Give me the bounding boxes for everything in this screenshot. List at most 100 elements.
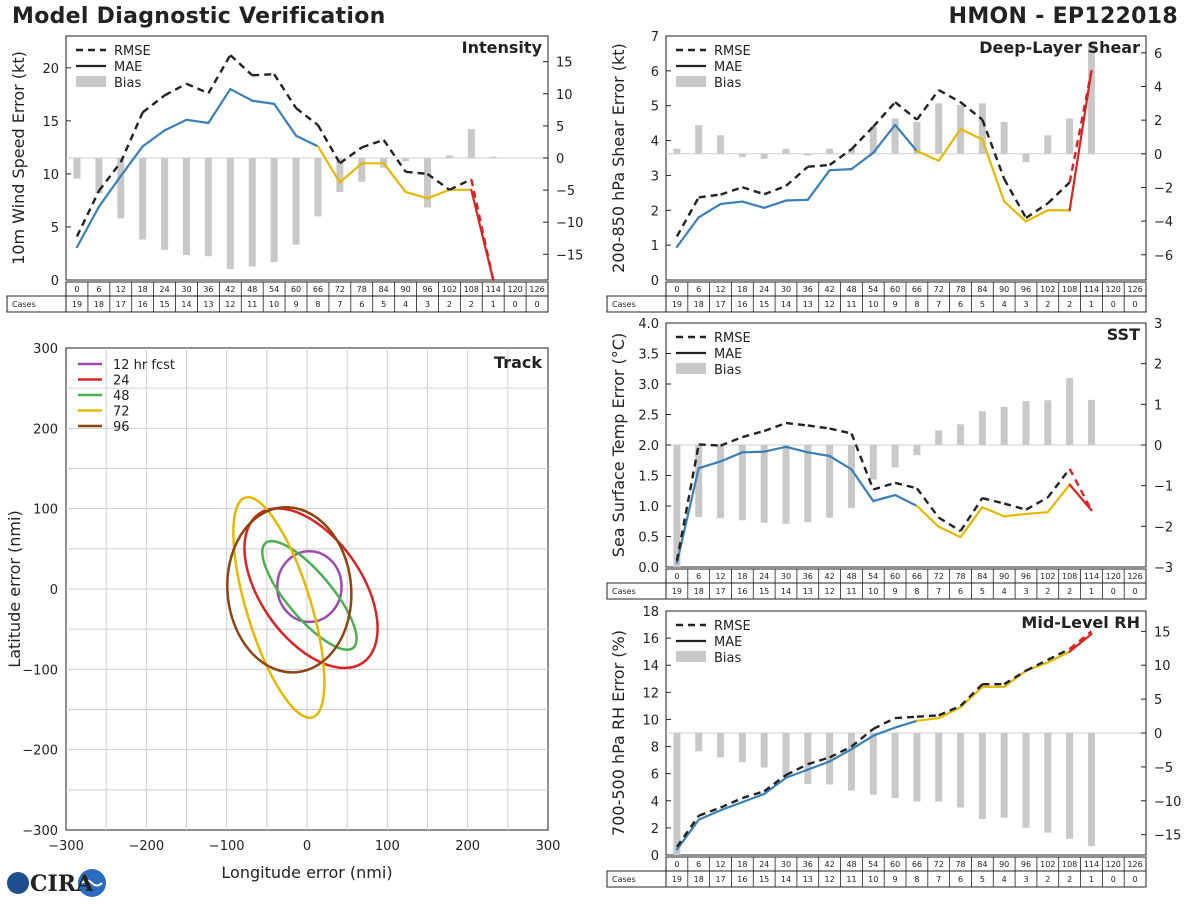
intensity-hour-label: 126	[529, 285, 544, 294]
sst-case-count: 2	[1067, 587, 1072, 596]
sst-bias-bar	[1044, 400, 1052, 445]
sst-ytick-label: 3.5	[638, 348, 659, 363]
rh-mae-segment	[937, 706, 962, 720]
rh-bias-bar	[978, 733, 986, 820]
intensity-mae-segment	[273, 102, 298, 137]
sst-case-count: 0	[1111, 587, 1116, 596]
track-ytick-label: −200	[22, 744, 58, 759]
shear-hour-label: 54	[868, 285, 878, 294]
sst-mae-segment	[806, 451, 831, 458]
rh-rmse-segment	[785, 763, 809, 777]
sst-ytick-label: 0.0	[638, 561, 659, 576]
shear-cases-label-box	[606, 295, 667, 313]
shear-bias-bar	[1044, 135, 1052, 154]
rh-bias-bar	[1087, 733, 1095, 847]
track-xtick-label: 300	[536, 839, 561, 854]
shear-hour-label: 18	[737, 285, 747, 294]
sst-ytick-label: 4.0	[638, 317, 659, 332]
intensity-case-count: 0	[534, 300, 539, 309]
shear-hour-label: 90	[999, 285, 1009, 294]
shear-bias-bar	[891, 118, 899, 154]
rh-mae-segment	[915, 716, 940, 722]
shear-bias-bar	[913, 121, 921, 154]
intensity-hour-label: 120	[507, 285, 522, 294]
rh-y2tick-label: −10	[1154, 795, 1181, 810]
sst-ytick-label: 0.5	[638, 531, 659, 546]
rh-bias-bar	[760, 733, 768, 768]
intensity-case-count: 8	[315, 300, 320, 309]
rh-mae-segment	[741, 792, 766, 804]
rh-case-count: 10	[868, 875, 878, 884]
shear-hour-label: 12	[715, 285, 725, 294]
rh-hour-label: 90	[999, 860, 1009, 869]
rh-hour-label: 12	[715, 860, 725, 869]
rh-hour-label: 126	[1127, 860, 1142, 869]
rh-y2tick-label: 15	[1154, 625, 1171, 640]
rh-hour-label: 84	[977, 860, 987, 869]
intensity-hour-label: 90	[400, 285, 410, 294]
rh-cases-label: Cases	[612, 875, 636, 884]
sst-hour-label: 108	[1062, 572, 1077, 581]
cira-logo: CIRA	[4, 866, 114, 904]
rh-rmse-segment	[916, 714, 939, 718]
sst-mae-segment	[1068, 483, 1093, 512]
sst-title: SST	[1107, 325, 1140, 344]
shear-mae-segment	[981, 138, 1006, 203]
sst-bias-bar	[935, 430, 943, 445]
logo-globe-icon	[7, 872, 29, 894]
sst-rmse-segment	[1025, 496, 1049, 511]
sst-bias-bar	[826, 445, 834, 518]
logo-wave-icon	[81, 879, 103, 887]
rh-case-count: 12	[825, 875, 835, 884]
intensity-rmse-segment	[119, 111, 144, 163]
rh-y2tick-label: −5	[1154, 761, 1173, 776]
intensity-bias-bar	[226, 158, 234, 270]
shear-rmse-segment	[1046, 181, 1071, 205]
rh-bias-bar	[717, 733, 725, 758]
rh-case-count: 13	[803, 875, 813, 884]
rh-bias-bar	[826, 733, 834, 785]
intensity-ytick-label: 5	[51, 221, 59, 236]
intensity-y2tick-label: 15	[556, 56, 573, 71]
intensity-rmse-segment	[75, 190, 100, 238]
shear-legend-bias-swatch	[676, 76, 706, 87]
intensity-case-count: 19	[72, 300, 82, 309]
rh-case-count: 17	[715, 875, 725, 884]
intensity-hour-label: 60	[291, 285, 301, 294]
shear-legend-mae-label: MAE	[714, 60, 742, 75]
intensity-cases-label-box	[6, 295, 67, 313]
intensity-hour-label: 18	[138, 285, 148, 294]
intensity-hour-label: 30	[181, 285, 191, 294]
shear-hour-label: 48	[846, 285, 856, 294]
rh-mae-segment	[697, 809, 722, 821]
intensity-bias-bar	[358, 158, 366, 182]
sst-rmse-segment	[872, 481, 896, 491]
rh-hour-label: 108	[1062, 860, 1077, 869]
intensity-case-count: 3	[425, 300, 430, 309]
shear-ytick-label: 5	[651, 100, 659, 115]
rh-case-count: 16	[737, 875, 747, 884]
shear-case-count: 9	[893, 300, 898, 309]
sst-case-count: 7	[936, 587, 941, 596]
rh-bias-bar	[804, 733, 812, 784]
rh-hour-label: 78	[955, 860, 965, 869]
intensity-case-count: 4	[403, 300, 408, 309]
intensity-legend-rmse-label: RMSE	[114, 44, 151, 59]
shear-bias-bar	[782, 148, 790, 154]
rh-rmse-segment	[938, 704, 962, 717]
rh-hour-label: 120	[1106, 860, 1121, 869]
track-ylabel: Latitude error (nmi)	[5, 510, 24, 667]
intensity-bias-bar	[270, 158, 278, 263]
intensity-case-count: 2	[469, 300, 474, 309]
intensity-rmse-segment	[252, 72, 275, 77]
sst-mae-segment	[893, 493, 919, 508]
rh-bias-bar	[891, 733, 899, 799]
intensity-bias-bar	[204, 158, 212, 257]
track-xtick-label: −100	[209, 839, 245, 854]
sst-hour-label: 30	[781, 572, 791, 581]
shear-ytick-label: 3	[651, 169, 659, 184]
sst-y2tick-label: −2	[1154, 520, 1173, 535]
shear-title: Deep-Layer Shear	[979, 38, 1140, 57]
sst-bias-bar	[869, 445, 877, 480]
